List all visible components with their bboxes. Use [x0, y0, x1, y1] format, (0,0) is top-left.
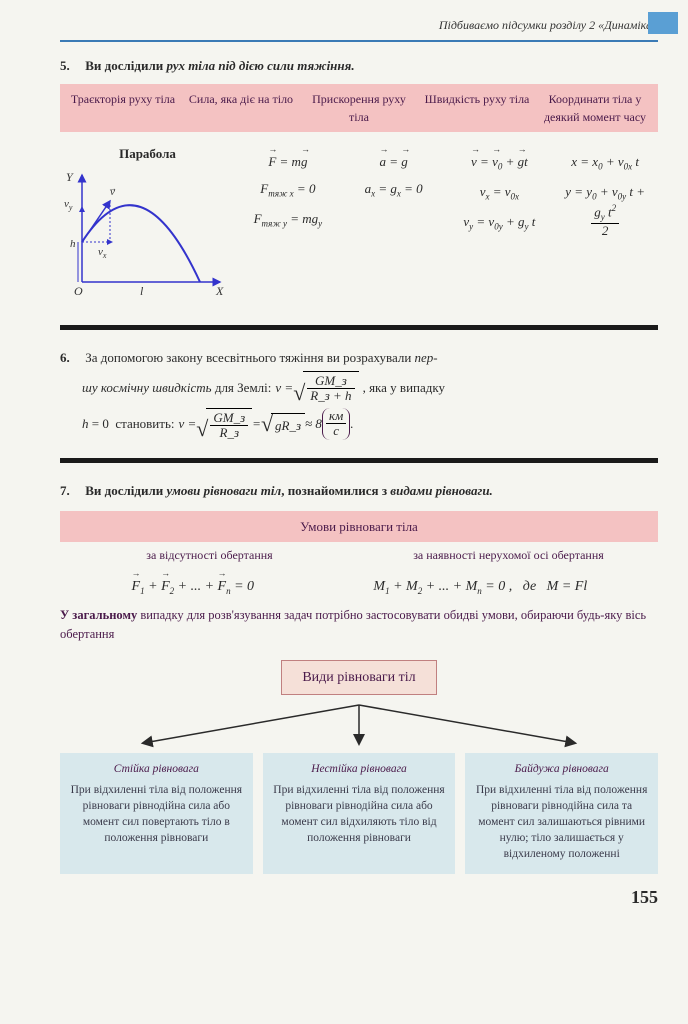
box-body: При відхиленні тіла від положення рівнов…: [473, 782, 650, 862]
coord-column: x = x0 + v0x t y = y0 + v0y t + gy t22: [552, 140, 658, 250]
stable-box: Стійка рівновага При відхиленні тіла від…: [60, 753, 253, 874]
header-rule: [60, 40, 658, 42]
svg-text:O: O: [74, 284, 83, 297]
eq-forces: F1 + F2 + ... + Fn = 0: [73, 576, 312, 598]
parabola-svg: Y X O l vy vx v → h: [60, 167, 230, 297]
svg-text:Y: Y: [66, 170, 74, 184]
th-accel: Прискорення руху тіла: [300, 90, 418, 126]
section-intro: Ви дослідили рух тіла під дією сили тяжі…: [85, 58, 354, 73]
equations-row: F1 + F2 + ... + Fn = 0 M1 + M2 + ... + M…: [60, 576, 658, 598]
section-7: 7. Ви дослідили умови рівноваги тіл, поз…: [60, 481, 658, 874]
svg-text:→: →: [108, 183, 117, 193]
accel-column: a = g ax = gx = 0: [341, 140, 447, 214]
page-number: 155: [60, 884, 658, 911]
th-coords: Координати тіла у деякий момент часу: [536, 90, 654, 126]
arrows-svg: [60, 703, 658, 748]
force-column: F = mg Fтяж x = 0 Fтяж y = mgy: [235, 140, 341, 244]
section-number: 7.: [60, 481, 82, 501]
th-trajectory: Траєкторія руху тіла: [64, 90, 182, 126]
box-title: Стійка рівновага: [68, 761, 245, 777]
chapter-header: Підбиваємо підсумки розділу 2 «Динаміка»: [60, 12, 658, 38]
svg-text:X: X: [215, 284, 224, 297]
section-number: 6.: [60, 348, 82, 368]
neutral-box: Байдужа рівновага При відхиленні тіла ві…: [465, 753, 658, 874]
unstable-box: Нестійка рівновага При відхиленні тіла в…: [263, 753, 456, 874]
sec6-text3: , яка у випадку: [363, 378, 445, 398]
graph-title: Парабола: [60, 144, 235, 164]
sec6-text4: h = 0 становить:: [82, 414, 175, 434]
table-header-row: Траєкторія руху тіла Сила, яка діє на ті…: [60, 84, 658, 132]
svg-text:vy: vy: [64, 198, 73, 212]
th-velocity: Швидкість руху тіла: [418, 90, 536, 126]
svg-text:vx: vx: [98, 246, 107, 260]
sec6-text1: За допомогою закону всесвітнього тяжіння…: [85, 350, 437, 365]
section-number: 5.: [60, 56, 82, 76]
divider-2: [60, 458, 658, 463]
divider-1: [60, 325, 658, 330]
conditions-subhead: за відсутності обертання за наявності не…: [60, 542, 658, 568]
velocity-column: v = v0 + gt vx = v0x vy = v0y + gy t: [447, 140, 553, 246]
th-force: Сила, яка діє на тіло: [182, 90, 300, 126]
cond-right: за наявності нерухомої осі обертання: [359, 546, 658, 564]
formula-v2: v = √GM_зR_з = √gR_з ≈ 8 кмс .: [179, 408, 354, 441]
box-body: При відхиленні тіла від положення рівнов…: [68, 782, 245, 846]
cond-left: за відсутності обертання: [60, 546, 359, 564]
equilibrium-boxes: Стійка рівновага При відхиленні тіла від…: [60, 753, 658, 874]
box-body: При відхиленні тіла від положення рівнов…: [271, 782, 448, 846]
conditions-title: Умови рівноваги тіла: [60, 511, 658, 543]
svg-text:h: h: [70, 238, 76, 250]
box-title: Нестійка рівновага: [271, 761, 448, 777]
parabola-graph: Парабола Y X O: [60, 140, 235, 303]
section-6: 6. За допомогою закону всесвітнього тяжі…: [60, 348, 658, 441]
header-tab: [648, 12, 678, 34]
sec7-intro: Ви дослідили умови рівноваги тіл, познай…: [85, 483, 493, 498]
formula-v1: v = √GM_зR_з + h: [275, 371, 358, 404]
svg-text:l: l: [140, 284, 144, 297]
types-title-box: Види рівноваги тіл: [281, 660, 436, 695]
box-title: Байдужа рівновага: [473, 761, 650, 777]
eq-moments: M1 + M2 + ... + Mn = 0 , де M = Fl: [316, 576, 645, 598]
types-diagram: Види рівноваги тіл Стійка рівновага При …: [60, 652, 658, 874]
section-5: 5. Ви дослідили рух тіла під дією сили т…: [60, 56, 658, 307]
sec6-text2: шу космічну швидкість для Землі:: [82, 378, 271, 398]
general-note: У загальному випадку для розв'язування з…: [60, 606, 658, 644]
table-content-row: Парабола Y X O: [60, 132, 658, 307]
